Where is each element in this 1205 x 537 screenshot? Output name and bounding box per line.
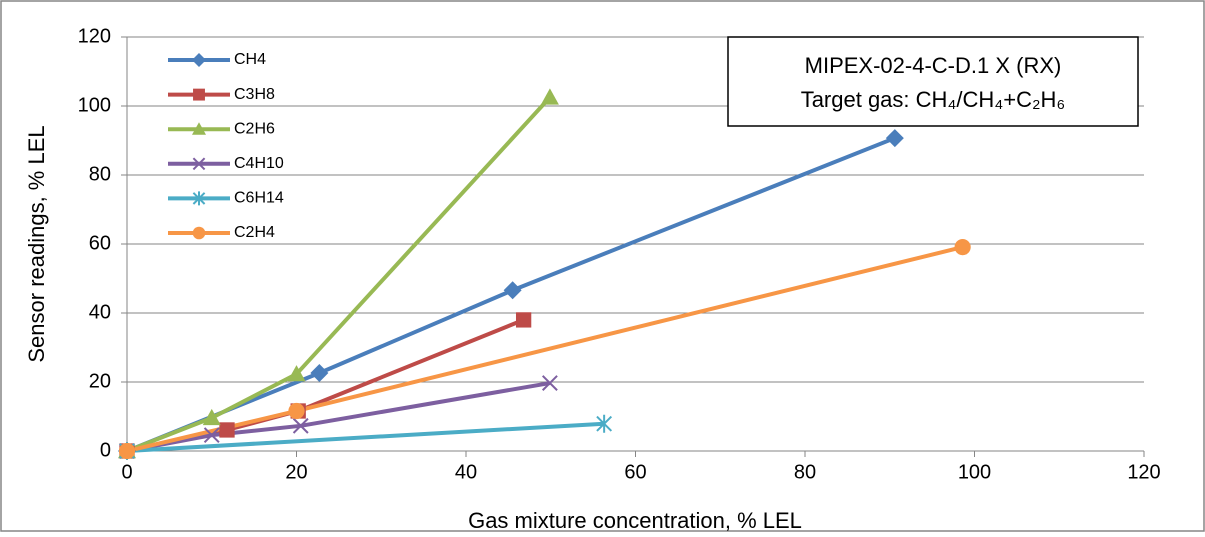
x-tick-label: 100 — [958, 461, 991, 483]
x-axis-label: Gas mixture concentration, % LEL — [468, 508, 802, 532]
legend-marker — [192, 191, 206, 206]
y-tick-label: 80 — [89, 163, 111, 185]
marker — [503, 281, 522, 300]
marker — [287, 365, 306, 382]
legend-label: CH4 — [234, 51, 266, 68]
y-tick-label: 40 — [89, 301, 111, 323]
x-tick-label: 80 — [794, 461, 816, 483]
legend-marker — [192, 226, 206, 240]
marker — [219, 422, 235, 438]
legend-marker — [192, 157, 206, 171]
x-tick-label: 40 — [455, 461, 477, 483]
marker — [118, 442, 136, 460]
y-tick-label: 0 — [100, 439, 111, 461]
x-tick-label: 60 — [624, 461, 646, 483]
marker — [885, 129, 904, 148]
x-tick-label: 0 — [121, 461, 132, 483]
y-tick-label: 100 — [78, 94, 111, 116]
marker — [288, 402, 305, 420]
legend-label: C6H14 — [234, 190, 284, 207]
legend-label: C4H10 — [234, 155, 284, 172]
series-line — [126, 381, 551, 453]
y-tick-label: 120 — [78, 25, 111, 47]
marker — [954, 239, 971, 256]
series-line — [126, 421, 605, 453]
marker — [540, 88, 559, 105]
annotation-box — [727, 36, 1139, 127]
marker — [310, 364, 329, 383]
x-tick-label: 120 — [1127, 461, 1160, 483]
legend-marker — [193, 88, 205, 101]
legend-marker — [192, 53, 206, 67]
legend-label: C2H6 — [234, 120, 275, 137]
marker — [203, 427, 220, 444]
legend-marker — [192, 122, 206, 135]
marker — [541, 375, 558, 391]
marker — [202, 408, 221, 426]
legend-label: C3H8 — [234, 86, 275, 103]
y-tick-label: 60 — [89, 232, 111, 254]
marker — [515, 312, 532, 328]
y-axis-label: Sensor readings, % LEL — [24, 125, 49, 362]
annotation-text: MIPEX-02-4-C-D.1 X (RX) — [805, 53, 1062, 78]
legend-label: C2H4 — [234, 224, 275, 241]
annotation-text: Target gas: CH₄/CH₄+C₂H₆ — [801, 87, 1066, 112]
marker — [596, 414, 613, 433]
marker — [292, 417, 309, 434]
series-line — [126, 96, 552, 453]
y-tick-label: 20 — [89, 370, 111, 392]
x-tick-label: 20 — [285, 461, 307, 483]
